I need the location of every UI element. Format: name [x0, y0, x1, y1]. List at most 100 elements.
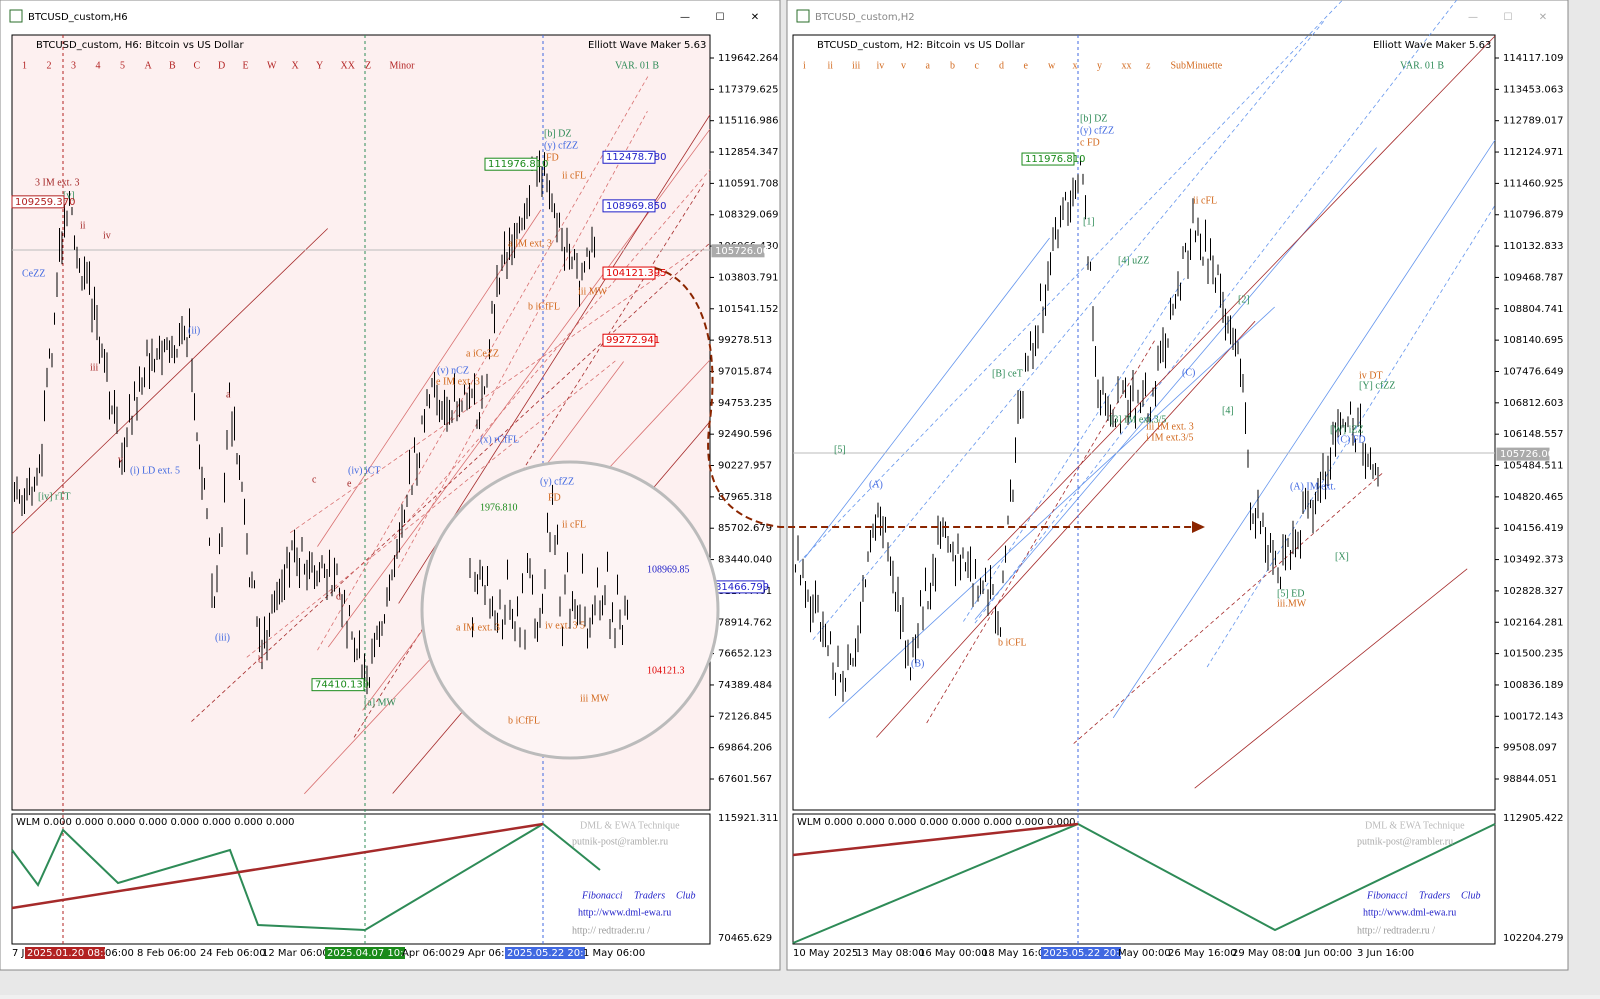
channel-line [317, 209, 542, 547]
price-label: 76652.123 [718, 649, 772, 660]
wave-menu-item[interactable]: Y [316, 60, 323, 71]
wave-label: b iCfFL [528, 301, 560, 312]
window-title: BTCUSD_custom,H6 [28, 12, 128, 23]
price-label: 98844.051 [1503, 774, 1557, 785]
wave-label: 3 IM ext. 3 [35, 177, 79, 188]
price-label: 99508.097 [1503, 743, 1557, 754]
wave-menu-item[interactable]: y [1097, 60, 1102, 71]
price-tag [1021, 152, 1075, 166]
close-button[interactable]: ✕ [751, 12, 759, 23]
close-button[interactable]: ✕ [1539, 12, 1547, 23]
price-tag-text: 104121.395 [606, 268, 666, 279]
maximize-button[interactable]: ☐ [716, 12, 725, 23]
wave-menu-item[interactable]: ii [828, 60, 834, 71]
date-label: 3 Jun 16:00 [1357, 948, 1414, 959]
price-label: 83440.040 [718, 555, 772, 566]
price-tag-text: 111976.810 [488, 159, 548, 170]
inset-label: (y) cfZZ [540, 476, 574, 487]
channel-line [974, 147, 1377, 620]
price-tag [484, 157, 538, 171]
price-label: 108804.741 [1503, 304, 1563, 315]
price-label: 103803.791 [718, 272, 778, 283]
wave-menu-item[interactable]: 5 [120, 60, 125, 71]
wave-menu-item[interactable]: z [1146, 60, 1151, 71]
wave-label: iii IM ext. 3 [1146, 421, 1194, 432]
wave-menu-item[interactable]: v [901, 60, 906, 71]
wave-label: (y) cfZZ [544, 140, 578, 151]
channel-line [987, 35, 1496, 561]
date-label: 7 J [12, 948, 25, 959]
channel-line [191, 242, 711, 722]
wave-label: b [258, 654, 263, 665]
wave-menu-item[interactable]: A [145, 60, 153, 71]
channel-line [1073, 472, 1383, 744]
wave-menu-item[interactable]: iv [877, 60, 885, 71]
wave-label: iv DT [1359, 370, 1383, 381]
arrow-head [1192, 521, 1205, 533]
footer-text: Club [1461, 890, 1480, 901]
wave-menu-item[interactable]: X [292, 60, 300, 71]
wave-menu-item[interactable]: 2 [47, 60, 52, 71]
inset-label: 104121.3 [647, 665, 685, 676]
wave-menu-item[interactable]: E [243, 60, 249, 71]
wave-menu-item[interactable]: w [1048, 60, 1056, 71]
wave-menu-item[interactable]: W [267, 60, 277, 71]
wave-menu-item[interactable]: Minor [390, 60, 416, 71]
channel-line [828, 306, 1275, 719]
channel-line [798, 0, 1344, 563]
indicator-area [792, 813, 1496, 945]
price-label: 115116.986 [718, 116, 778, 127]
wave-menu-item[interactable]: a [926, 60, 931, 71]
footer-text: DML & EWA Technique [580, 820, 680, 831]
price-label: 108329.069 [718, 210, 778, 221]
title-bar [1, 1, 779, 33]
wave-menu-item[interactable]: c [975, 60, 980, 71]
minimize-button[interactable]: — [1468, 12, 1478, 23]
wave-menu-item[interactable]: 1 [22, 60, 27, 71]
expert-name: Elliott Wave Maker 5.63 [1373, 40, 1491, 51]
wave-menu-item[interactable]: e [1024, 60, 1029, 71]
wave-menu-item[interactable]: C [194, 60, 201, 71]
wave-menu-item[interactable]: d [999, 60, 1004, 71]
wave-label: b iCFL [998, 637, 1027, 648]
maximize-button[interactable]: ☐ [1504, 12, 1513, 23]
indicator-axis-label: 112905.422 [1503, 813, 1563, 824]
price-label: 97015.874 [718, 366, 772, 377]
date-label: 2025.05.22 20:25 [1043, 948, 1132, 959]
date-label: 1 May 06:00 [583, 948, 645, 959]
wave-label: v [118, 454, 123, 465]
wave-label: (x) rCfFL [480, 434, 519, 445]
wave-menu-item[interactable]: xx [1122, 60, 1132, 71]
wave-menu-item[interactable]: i [803, 60, 806, 71]
wave-menu-item[interactable]: Z [365, 60, 371, 71]
date-label: 10 May 2025 [793, 948, 858, 959]
wave-menu-item[interactable]: x [1073, 60, 1078, 71]
price-tag [602, 266, 656, 280]
channel-line [1112, 139, 1496, 719]
price-label: 72126.845 [718, 711, 772, 722]
date-label: 1 Jun 00:00 [1295, 948, 1352, 959]
indicator-label: WLM 0.000 0.000 0.000 0.000 0.000 0.000 … [16, 817, 295, 828]
wave-menu-item[interactable]: 3 [71, 60, 76, 71]
indicator-line [792, 822, 1496, 944]
wave-label: (A) [869, 479, 883, 490]
channel-line [290, 249, 697, 534]
wave-menu-item[interactable]: iii [852, 60, 861, 71]
wave-menu-item[interactable]: XX [341, 60, 356, 71]
minimize-button[interactable]: — [680, 12, 690, 23]
inset-label: a IM ext. 3 [456, 622, 500, 633]
wave-menu-item[interactable]: SubMinuette [1171, 60, 1223, 71]
wave-menu-item[interactable]: D [218, 60, 225, 71]
date-label: 29 Apr 06:00 [452, 948, 517, 959]
channel-line [246, 360, 616, 658]
price-label: 85702.679 [718, 523, 772, 534]
wave-menu-item[interactable]: 4 [96, 60, 101, 71]
wave-menu-item[interactable]: B [169, 60, 176, 71]
expert-name: Elliott Wave Maker 5.63 [588, 40, 706, 51]
indicator-line [11, 822, 601, 932]
price-label: 100172.143 [1503, 711, 1563, 722]
wave-label: FD [546, 152, 559, 163]
price-label: 69864.206 [718, 743, 772, 754]
date-highlight [505, 947, 585, 959]
wave-menu-item[interactable]: b [950, 60, 955, 71]
